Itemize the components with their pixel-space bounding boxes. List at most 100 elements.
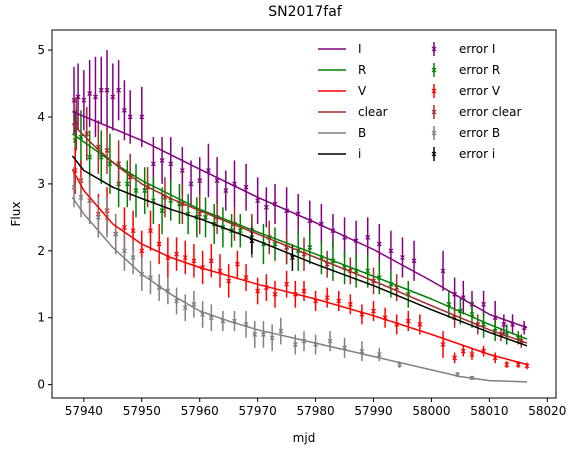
point-r <box>159 208 165 214</box>
point-v <box>243 275 249 280</box>
curve-r <box>71 133 528 340</box>
x-tick-label: 57980 <box>296 404 334 418</box>
point-i <box>376 241 382 247</box>
point-i <box>150 161 156 167</box>
point-v <box>460 348 466 354</box>
point-v <box>417 321 423 327</box>
y-tick-label: 2 <box>37 244 45 258</box>
point-i <box>223 188 229 194</box>
point-clear <box>104 148 110 153</box>
point-b <box>191 301 197 307</box>
legend-marker-b <box>431 130 437 136</box>
point-i <box>365 234 371 240</box>
x-tick-label: 58010 <box>470 404 508 418</box>
legend-marker-i <box>431 46 437 52</box>
point-b <box>359 348 365 354</box>
y-tick-label: 1 <box>37 311 45 325</box>
x-tick-label: 58020 <box>528 404 566 418</box>
point-i <box>98 87 104 93</box>
point-clear <box>84 131 90 137</box>
point-i <box>159 158 165 163</box>
point-v <box>504 362 510 367</box>
point-v <box>324 295 330 301</box>
x-axis-label: mjd <box>293 431 316 445</box>
curve-v <box>71 168 528 366</box>
point-r <box>133 188 139 194</box>
point-b <box>376 352 382 357</box>
point-v <box>255 288 261 294</box>
point-b <box>182 305 188 311</box>
legend-marker-r <box>431 67 437 73</box>
point-i <box>400 255 405 260</box>
point-b <box>269 335 275 341</box>
legend-error-label-r: error R <box>459 63 500 77</box>
point-v <box>284 281 290 287</box>
point-v <box>469 352 475 357</box>
legend-error-label-clear: error clear <box>459 105 522 119</box>
point-b <box>252 332 258 337</box>
point-i <box>263 204 269 210</box>
chart-title: SN2017faf <box>268 4 342 20</box>
point-i <box>71 97 77 103</box>
point-i <box>188 181 194 187</box>
point-i <box>243 184 249 190</box>
legend-label-b: B <box>358 126 366 140</box>
point-v <box>440 342 446 347</box>
point-v <box>130 228 136 234</box>
point-i <box>168 161 174 167</box>
y-tick-label: 5 <box>37 43 45 57</box>
point-v <box>191 258 197 264</box>
y-tick-label: 0 <box>37 378 45 392</box>
point-i <box>93 94 98 100</box>
point-b <box>327 338 333 344</box>
point-clear <box>73 121 79 127</box>
point-i <box>139 114 145 120</box>
point-r <box>365 268 371 274</box>
legend-error-label-b: error B <box>459 126 500 140</box>
point-b <box>174 298 179 304</box>
point-b <box>208 315 214 321</box>
point-i <box>214 178 220 183</box>
point-i <box>411 258 417 264</box>
legend-label-clear: clear <box>358 105 388 119</box>
x-tick-label: 57940 <box>65 404 103 418</box>
point-i <box>440 268 446 274</box>
point-clear <box>197 211 203 217</box>
curve-clear <box>71 123 528 344</box>
point-i <box>81 97 87 103</box>
point-v <box>452 355 458 361</box>
point-v <box>226 278 232 284</box>
point-r <box>307 245 313 250</box>
point-v <box>217 268 223 274</box>
x-tick-label: 57970 <box>239 404 277 418</box>
point-i <box>501 321 507 327</box>
point-b <box>71 184 77 190</box>
curve-b <box>71 196 528 383</box>
legend-marker-v <box>431 88 437 94</box>
point-i <box>388 248 394 254</box>
x-tick-label: 57950 <box>123 404 161 418</box>
point-i <box>104 87 110 93</box>
point-r <box>107 161 113 167</box>
point-v <box>234 261 240 267</box>
point-b <box>78 194 84 200</box>
legend-marker-clear <box>431 109 437 115</box>
point-b <box>278 328 284 334</box>
point-i <box>110 94 116 100</box>
point-r <box>237 228 243 234</box>
point-i <box>205 168 211 173</box>
point-v <box>174 251 179 257</box>
point-v <box>301 288 307 294</box>
point-i <box>127 114 133 120</box>
axes-layer: 57940 57950 57960 57970 57980 57990 58000 58010… <box>37 43 566 418</box>
point-b <box>292 342 298 347</box>
x-tick-label: 57990 <box>354 404 392 418</box>
point-v <box>347 301 353 307</box>
point-r <box>203 214 208 220</box>
point-v <box>139 248 145 254</box>
point-v <box>405 318 411 324</box>
legend-label-i: i <box>358 147 361 161</box>
point-b <box>130 255 136 260</box>
